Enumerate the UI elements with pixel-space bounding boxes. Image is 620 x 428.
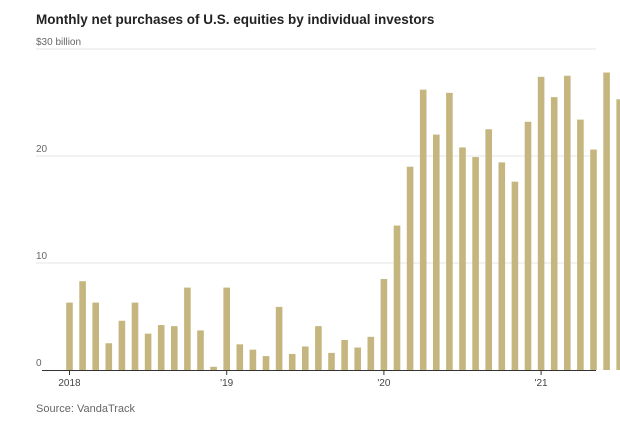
bar-2019-06 [288, 353, 296, 370]
bar-2018-05 [118, 320, 126, 370]
bar-2020-01 [380, 279, 388, 370]
bar-2018-09 [171, 326, 178, 370]
bar-2018-03 [92, 302, 99, 370]
bar-2020-10 [498, 162, 506, 370]
axes: 0 10 20 $30 billion 2018 '19 '20 '21 [36, 37, 596, 389]
bar-2021-03 [564, 75, 571, 370]
bar-2020-07 [459, 147, 466, 370]
y-tick-label: 20 [36, 144, 48, 155]
bar-2019-10 [341, 340, 348, 370]
bar-2018-10 [184, 287, 191, 370]
bar-2021-04 [577, 119, 584, 371]
bar-2020-05 [433, 134, 440, 370]
bar-2021-06 [603, 72, 610, 370]
y-tick-label: 10 [36, 251, 48, 262]
bar-2021-07 [616, 99, 620, 370]
bar-2018-08 [157, 325, 165, 370]
bar-2018-06 [131, 302, 139, 370]
bar-2019-09 [328, 352, 335, 370]
x-tick-label: '21 [535, 378, 548, 389]
bar-2019-02 [236, 344, 244, 370]
bar-2020-06 [446, 92, 453, 371]
bar-2019-11 [354, 347, 361, 370]
y-tick-label: $30 billion [36, 37, 81, 48]
bar-2021-05 [590, 149, 597, 370]
bar-2018-11 [197, 330, 204, 370]
bar-2020-11 [511, 181, 519, 370]
x-tick-label: '20 [377, 378, 390, 389]
bar-2020-08 [472, 157, 479, 370]
bar-2018-12 [210, 366, 217, 370]
x-tick-label: '19 [220, 378, 233, 389]
bar-2019-04 [262, 356, 270, 370]
bars [66, 72, 620, 371]
bar-2018-01 [66, 302, 73, 370]
bar-2019-08 [315, 326, 322, 370]
bar-2021-01 [537, 76, 545, 370]
source-note: Source: VandaTrack [36, 403, 136, 415]
bar-2020-03 [406, 166, 414, 370]
y-tick-label: 0 [36, 358, 42, 369]
bar-2020-04 [419, 89, 427, 370]
bar-2018-02 [79, 281, 86, 370]
chart-title: Monthly net purchases of U.S. equities b… [36, 12, 435, 27]
x-tick-label: 2018 [58, 378, 81, 389]
bar-2019-07 [302, 346, 309, 370]
bar-2018-04 [105, 343, 113, 370]
bar-2020-09 [485, 129, 492, 370]
bar-2019-01 [223, 287, 230, 370]
bar-2020-02 [393, 225, 401, 370]
bar-2019-03 [249, 349, 257, 370]
bar-2020-12 [524, 121, 532, 370]
bar-2019-12 [367, 336, 375, 370]
bar-2019-05 [275, 306, 283, 370]
bar-2021-02 [550, 97, 558, 371]
bar-2018-07 [144, 333, 152, 370]
